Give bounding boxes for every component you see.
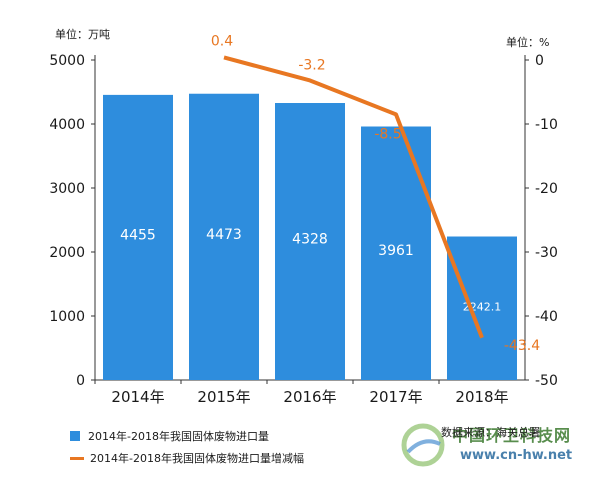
bar-value-label: 3961	[378, 243, 414, 259]
x-axis-tick-label: 2016年	[283, 388, 336, 406]
legend-line-label: 2014年-2018年我国固体废物进口量增减幅	[90, 452, 304, 465]
left-axis-tick-label: 1000	[49, 309, 85, 325]
watermark-logo: 中国环卫科技网 www.cn-hw.net	[400, 418, 590, 468]
bar-value-label: 4455	[120, 227, 156, 243]
left-axis-tick-label: 4000	[49, 117, 85, 133]
x-axis-tick-label: 2018年	[455, 388, 508, 406]
globe-logo-icon	[401, 423, 445, 467]
bar-5	[447, 236, 517, 380]
legend-bar-label: 2014年-2018年我国固体废物进口量	[88, 430, 269, 443]
right-axis-tick-label: 0	[535, 53, 544, 69]
line-value-label: -3.2	[298, 57, 325, 73]
right-axis-tick-label: -30	[535, 245, 558, 261]
watermark-url: www.cn-hw.net	[460, 448, 573, 463]
legend-line-entry: 2014年-2018年我国固体废物进口量增减幅	[70, 450, 304, 466]
bar-value-label: 4328	[292, 232, 328, 248]
line-series-path	[223, 55, 484, 339]
x-axis-tick-label: 2015年	[197, 388, 250, 406]
watermark-title: 中国环卫科技网	[452, 426, 572, 445]
bar-3	[275, 103, 345, 381]
source-note: 数据来源：海关总署	[441, 426, 540, 439]
left-axis-tick-label: 2000	[49, 245, 85, 261]
left-axis-unit-label: 单位：万吨	[55, 27, 110, 41]
line-value-label: -8.5	[374, 126, 401, 142]
bar-value-label: 4473	[206, 227, 242, 243]
right-axis-tick-label: -20	[535, 181, 558, 197]
legend-bar-entry: 2014年-2018年我国固体废物进口量	[70, 428, 269, 444]
bar-2	[189, 93, 259, 380]
right-axis-tick-label: -50	[535, 373, 558, 389]
line-value-label: 0.4	[211, 33, 233, 49]
left-axis-tick-label: 5000	[49, 53, 85, 69]
bar-1	[103, 94, 173, 380]
right-axis-tick-label: -10	[535, 117, 558, 133]
legend-bar-swatch	[70, 431, 80, 441]
x-axis-tick-label: 2017年	[369, 388, 422, 406]
right-axis-unit-label: 单位：%	[506, 35, 549, 49]
legend-line-swatch	[70, 456, 84, 460]
line-value-label: -43.4	[504, 338, 540, 354]
left-axis-tick-label: 3000	[49, 181, 85, 197]
x-axis-tick-label: 2014年	[111, 388, 164, 406]
right-axis-tick-label: -40	[535, 309, 558, 325]
left-axis-tick-label: 0	[76, 373, 85, 389]
bar-4	[361, 126, 431, 380]
